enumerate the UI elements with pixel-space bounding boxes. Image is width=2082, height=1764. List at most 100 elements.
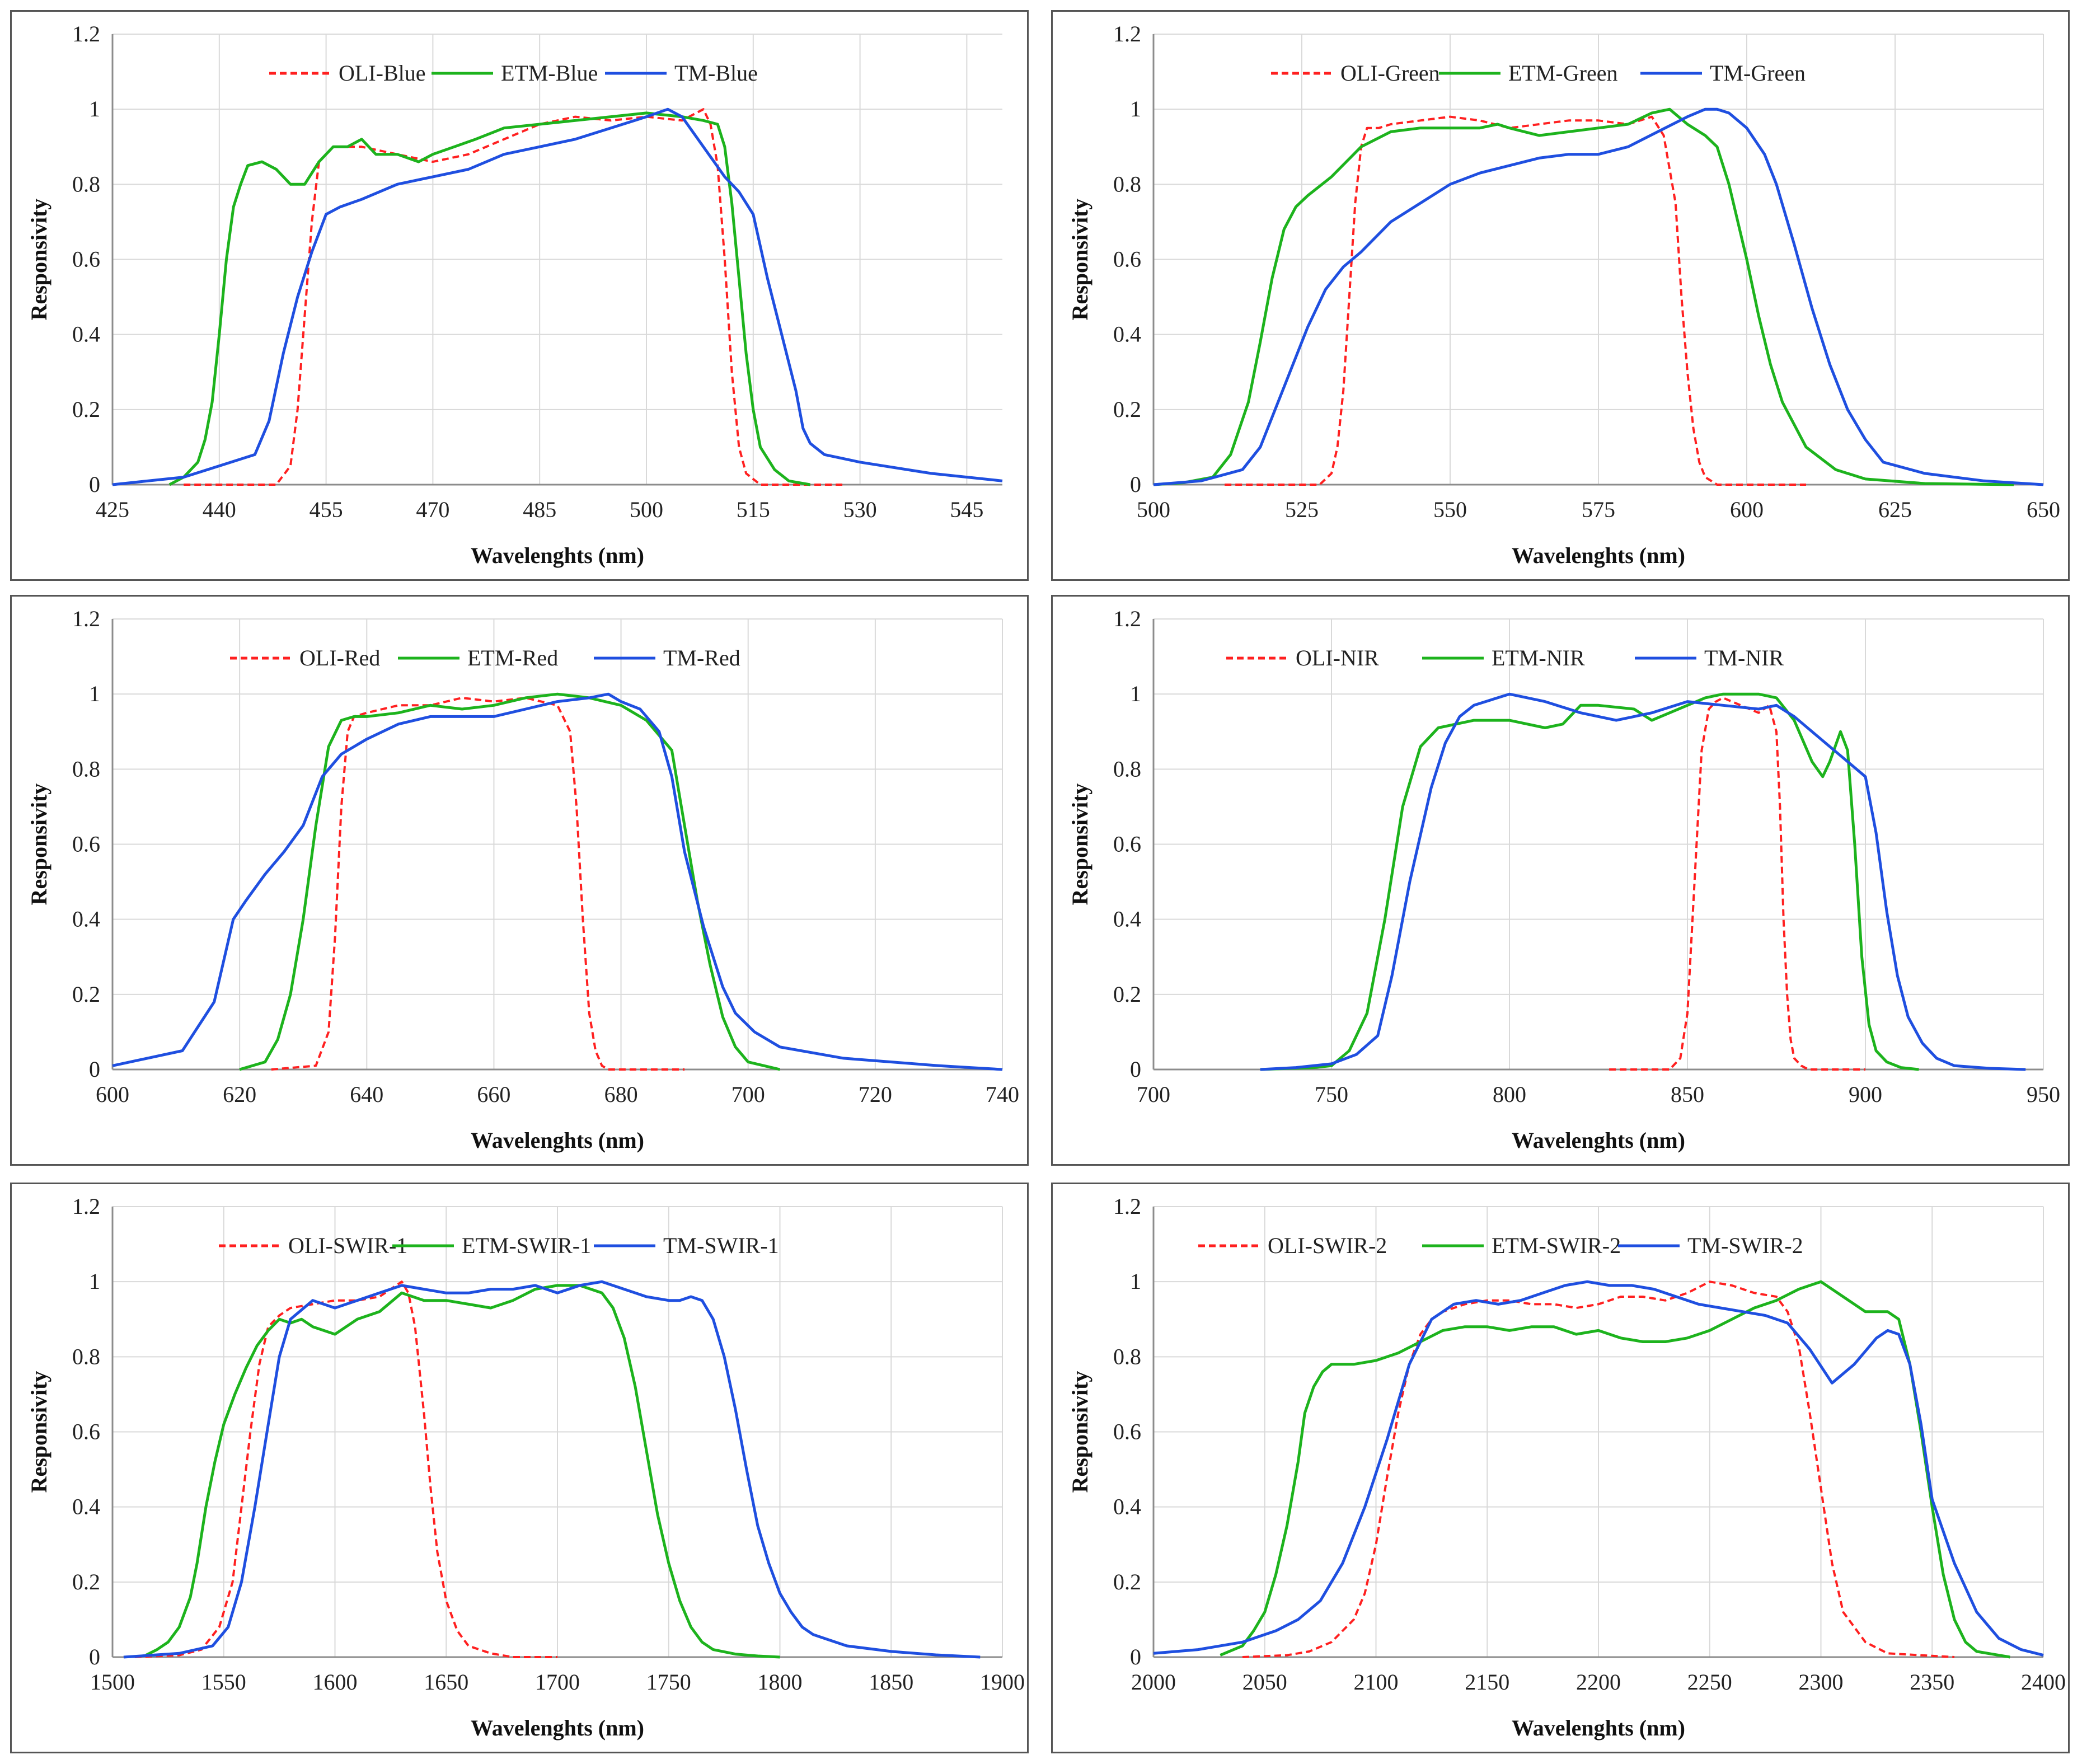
y-tick-label: 0.4 (72, 907, 100, 932)
x-tick-label: 455 (310, 497, 343, 522)
legend-label: ETM-NIR (1492, 645, 1585, 670)
y-tick-label: 0.6 (1113, 1419, 1141, 1444)
y-tick-label: 1.2 (72, 21, 100, 46)
legend-label: ETM-Red (467, 645, 558, 670)
legend-label: OLI-SWIR-2 (1268, 1233, 1387, 1258)
y-axis-label: Responsivity (26, 1371, 51, 1493)
legend-label: TM-Blue (674, 60, 758, 86)
x-tick-label: 600 (96, 1082, 129, 1107)
x-tick-label: 2350 (1910, 1669, 1954, 1695)
series-line-etm-swir-1 (145, 1284, 780, 1659)
chart-swir-1: 0 0.2 0.4 0.6 0.8 1 1.2 1500 1550 1600 1650 1700 175… (26, 1194, 1025, 1740)
x-tick-label: 440 (203, 497, 236, 522)
x-tick-label: 660 (477, 1082, 510, 1107)
x-tick-label: 545 (950, 497, 983, 522)
series-line-tm-swir-2 (1153, 1280, 2044, 1657)
x-tick-label: 720 (859, 1082, 892, 1107)
x-tick-label: 640 (350, 1082, 383, 1107)
x-tick-label: 2000 (1131, 1669, 1176, 1695)
y-tick-label: 0.6 (72, 832, 100, 857)
y-tick-label: 1 (1130, 96, 1141, 121)
series-line-oli-green (1225, 115, 1806, 486)
series-line-etm-nir (1260, 692, 1919, 1071)
x-tick-label: 1700 (535, 1669, 580, 1695)
x-tick-label: 470 (416, 497, 449, 522)
chart-panel-blue: 0 0.2 0.4 0.6 0.8 1 1.2 425 440 455 470 485 500 515 53… (10, 10, 1029, 581)
x-tick-label: 1550 (201, 1669, 246, 1695)
y-tick-label: 0.2 (72, 397, 100, 422)
x-tick-label: 625 (1878, 497, 1912, 522)
x-tick-label: 2400 (2021, 1669, 2066, 1695)
x-axis-label: Wavelenghts (nm) (471, 1715, 644, 1740)
x-tick-label: 1750 (646, 1669, 691, 1695)
chart-swir-2: 0 0.2 0.4 0.6 0.8 1 1.2 2000 2050 2100 2150 2200 225… (1067, 1194, 2066, 1740)
series-line-oli-red (271, 696, 685, 1071)
chart-green: 0 0.2 0.4 0.6 0.8 1 1.2 500 525 550 575 600 625 650 Wa… (1067, 21, 2060, 568)
y-axis-label: Responsivity (26, 199, 51, 321)
x-tick-label: 950 (2027, 1082, 2060, 1107)
x-tick-label: 2150 (1465, 1669, 1509, 1695)
y-tick-label: 1 (1130, 1269, 1141, 1294)
y-tick-label: 0.8 (1113, 171, 1141, 196)
x-axis-label: Wavelenghts (nm) (1512, 543, 1685, 568)
y-tick-label: 1.2 (1113, 21, 1141, 46)
y-axis-label: Responsivity (1067, 1371, 1092, 1493)
y-tick-label: 0 (89, 1644, 100, 1669)
x-tick-label: 550 (1433, 497, 1467, 522)
x-tick-label: 800 (1493, 1082, 1526, 1107)
y-tick-label: 0.4 (72, 322, 100, 347)
x-tick-label: 620 (223, 1082, 256, 1107)
legend-label: TM-Red (663, 645, 740, 670)
x-tick-label: 515 (737, 497, 770, 522)
series-line-oli-nir (1609, 696, 1865, 1071)
x-tick-label: 2300 (1799, 1669, 1844, 1695)
y-axis-label: Responsivity (26, 784, 51, 906)
series-line-etm-green (1153, 107, 2014, 486)
legend-label: TM-Green (1710, 60, 1806, 86)
x-tick-label: 575 (1582, 497, 1615, 522)
series-line-tm-nir (1260, 692, 2026, 1071)
chart-panel-swir1: 0 0.2 0.4 0.6 0.8 1 1.2 1500 1550 1600 1650 1700 175… (10, 1183, 1029, 1753)
legend-label: ETM-Blue (501, 60, 598, 86)
y-tick-label: 0.4 (72, 1494, 100, 1519)
y-tick-label: 0.8 (72, 756, 100, 781)
series-line-oli-swir-1 (134, 1280, 557, 1658)
y-tick-label: 1 (89, 1269, 100, 1294)
x-tick-label: 2200 (1576, 1669, 1621, 1695)
x-axis-label: Wavelenghts (nm) (471, 543, 644, 568)
x-axis-label: Wavelenghts (nm) (471, 1128, 644, 1153)
y-tick-label: 1 (89, 96, 100, 121)
x-tick-label: 2050 (1242, 1669, 1287, 1695)
y-tick-label: 0.8 (72, 1344, 100, 1369)
y-tick-label: 1.2 (1113, 606, 1141, 631)
y-tick-label: 0 (1130, 472, 1141, 497)
y-tick-label: 0.4 (1113, 907, 1141, 932)
y-tick-label: 0.8 (1113, 1344, 1141, 1369)
legend-label: ETM-SWIR-2 (1492, 1233, 1621, 1258)
legend-label: ETM-SWIR-1 (462, 1233, 591, 1258)
y-axis-label: Responsivity (1067, 199, 1092, 321)
y-tick-label: 0.6 (1113, 832, 1141, 857)
y-tick-label: 0.4 (1113, 322, 1141, 347)
y-tick-label: 0.8 (1113, 756, 1141, 781)
series-line-tm-blue (112, 107, 1003, 486)
x-tick-label: 850 (1671, 1082, 1704, 1107)
chart-panel-red: 0 0.2 0.4 0.6 0.8 1 1.2 600 620 640 660 680 700 720 74… (10, 595, 1029, 1166)
x-tick-label: 700 (1137, 1082, 1170, 1107)
x-tick-label: 1650 (424, 1669, 468, 1695)
legend-label: OLI-NIR (1296, 645, 1379, 670)
x-axis-label: Wavelenghts (nm) (1512, 1715, 1685, 1740)
x-tick-label: 680 (604, 1082, 638, 1107)
x-tick-label: 485 (523, 497, 556, 522)
y-tick-label: 1 (1130, 681, 1141, 706)
chart-nir: 0 0.2 0.4 0.6 0.8 1 1.2 700 750 800 850 900 950 Wavel… (1067, 606, 2060, 1153)
y-tick-label: 0.2 (1113, 1569, 1141, 1594)
series-line-tm-swir-1 (123, 1280, 981, 1659)
y-tick-label: 0.6 (72, 1419, 100, 1444)
y-tick-label: 0.2 (1113, 397, 1141, 422)
y-tick-label: 0.2 (1113, 982, 1141, 1007)
x-tick-label: 500 (630, 497, 663, 522)
legend-label: OLI-SWIR-1 (288, 1233, 407, 1258)
chart-blue: 0 0.2 0.4 0.6 0.8 1 1.2 425 440 455 470 485 500 515 53… (26, 21, 1003, 568)
series-line-etm-blue (168, 111, 811, 486)
